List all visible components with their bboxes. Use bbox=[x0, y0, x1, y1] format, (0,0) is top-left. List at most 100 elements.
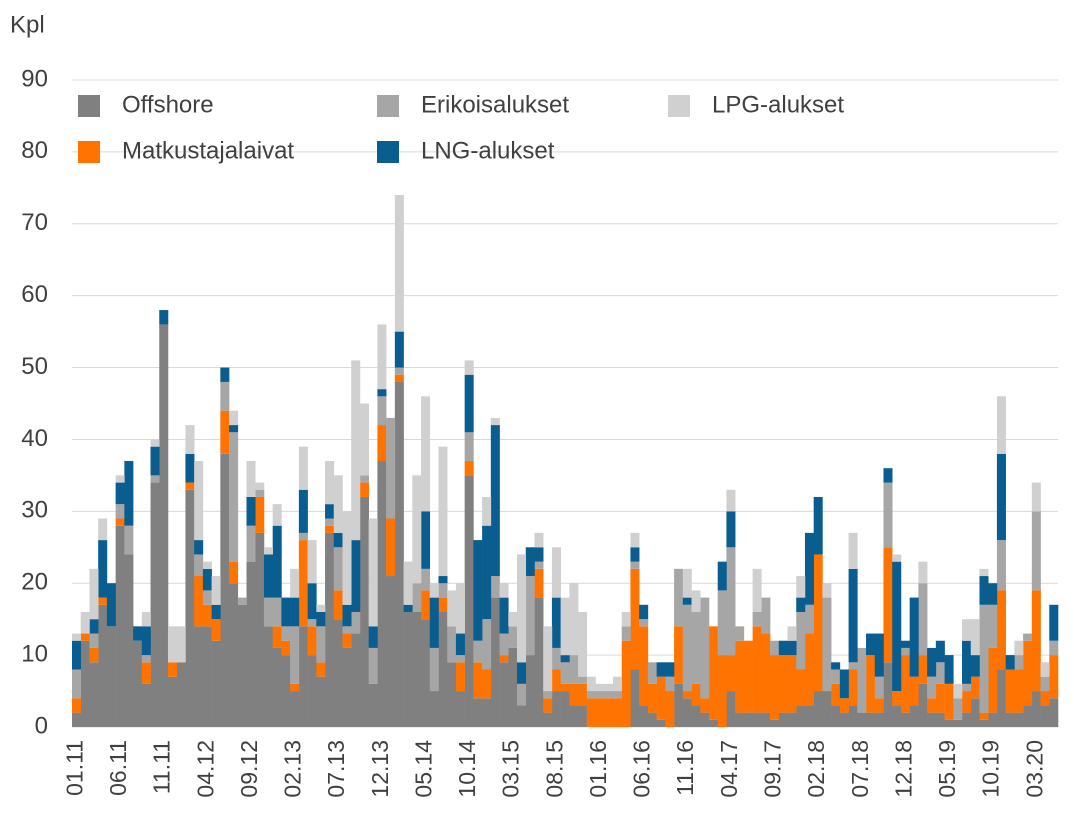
bar-segment bbox=[918, 583, 928, 656]
bar-segment bbox=[534, 597, 544, 727]
bar-segment bbox=[202, 590, 212, 605]
bar-segment bbox=[438, 576, 448, 584]
bar-segment bbox=[176, 626, 186, 663]
bar-segment bbox=[98, 597, 108, 605]
bar-segment bbox=[421, 568, 431, 591]
bar-segment bbox=[761, 712, 771, 727]
bar-segment bbox=[473, 698, 483, 727]
bar-segment bbox=[141, 655, 151, 663]
bar-segment bbox=[804, 604, 814, 634]
bar-segment bbox=[770, 640, 780, 656]
bar-segment bbox=[368, 683, 378, 727]
bar-segment bbox=[962, 640, 972, 684]
x-tick-label: 06.16 bbox=[629, 740, 655, 798]
bar-segment bbox=[778, 640, 788, 656]
bar-segment bbox=[490, 597, 500, 727]
bar-segment bbox=[115, 518, 125, 526]
bar-segment bbox=[403, 561, 413, 605]
bar-segment bbox=[787, 712, 797, 727]
bar-segment bbox=[726, 655, 736, 692]
bar-segment bbox=[316, 626, 326, 663]
bar-segment bbox=[316, 604, 326, 612]
bar-segment bbox=[316, 676, 326, 727]
bar-segment bbox=[1005, 655, 1015, 670]
bar-segment bbox=[1049, 640, 1059, 656]
bar-segment bbox=[333, 475, 343, 533]
bar-segment bbox=[700, 712, 710, 727]
bar-segment bbox=[612, 676, 623, 692]
bar-segment bbox=[944, 683, 954, 720]
bar-segment bbox=[1049, 698, 1059, 727]
bar-segment bbox=[900, 655, 910, 713]
bar-segment bbox=[438, 446, 448, 577]
bar-segment bbox=[194, 461, 204, 541]
y-tick-label: 90 bbox=[21, 65, 48, 92]
bar-segment bbox=[996, 590, 1006, 670]
bar-segment bbox=[307, 626, 317, 656]
bar-segment bbox=[351, 360, 361, 541]
x-tick-label: 12.13 bbox=[367, 740, 393, 798]
bar-segment bbox=[473, 540, 483, 641]
bar-segment bbox=[72, 712, 82, 727]
bar-segment bbox=[394, 367, 404, 375]
bar-segment bbox=[342, 626, 352, 634]
x-tick-label: 11.11 bbox=[149, 740, 175, 794]
bar-segment bbox=[255, 496, 265, 533]
bar-segment bbox=[1023, 705, 1033, 727]
bar-segment bbox=[787, 640, 797, 656]
bar-segment bbox=[656, 719, 666, 727]
bar-segment bbox=[595, 691, 605, 699]
bar-segment bbox=[272, 504, 282, 526]
bar-segment bbox=[333, 547, 343, 591]
bar-segment bbox=[525, 655, 535, 727]
bar-segment bbox=[883, 547, 893, 663]
bar-segment bbox=[630, 547, 640, 562]
bar-segment bbox=[569, 655, 579, 684]
bar-segment bbox=[377, 389, 387, 397]
bar-segment bbox=[691, 611, 701, 684]
bar-segment bbox=[682, 604, 692, 692]
bar-segment bbox=[822, 583, 832, 598]
bar-segment bbox=[900, 647, 910, 656]
bar-segment bbox=[569, 683, 579, 706]
bar-segment bbox=[72, 640, 82, 670]
bar-segment bbox=[778, 655, 788, 713]
bar-segment bbox=[464, 374, 474, 433]
bar-segment bbox=[298, 540, 308, 627]
bar-segment bbox=[970, 619, 980, 656]
bar-segment bbox=[560, 655, 570, 663]
bar-segment bbox=[246, 561, 256, 727]
bar-segment bbox=[220, 367, 230, 382]
bar-segment bbox=[944, 719, 954, 727]
bar-segment bbox=[874, 633, 884, 677]
bar-segment bbox=[386, 518, 396, 577]
bar-segment bbox=[534, 547, 544, 562]
bar-segment bbox=[263, 626, 273, 727]
bar-segment bbox=[359, 482, 369, 497]
bar-segment bbox=[630, 568, 640, 670]
bar-segment bbox=[996, 453, 1006, 541]
bar-segment bbox=[438, 597, 448, 612]
bar-segment bbox=[325, 532, 335, 727]
bar-segment bbox=[883, 662, 893, 727]
bar-segment bbox=[918, 655, 928, 684]
bar-segment bbox=[98, 540, 108, 598]
bar-segment bbox=[150, 475, 160, 483]
bar-segment bbox=[804, 532, 814, 605]
bar-segment bbox=[237, 597, 247, 605]
bar-segment bbox=[560, 662, 570, 684]
bar-segment bbox=[229, 561, 239, 584]
bar-segment bbox=[220, 453, 230, 727]
bar-segment bbox=[682, 597, 692, 605]
bar-segment bbox=[429, 583, 439, 598]
bar-segment bbox=[674, 683, 684, 727]
bar-segment bbox=[953, 683, 963, 699]
bar-segment bbox=[979, 719, 989, 727]
bar-segment bbox=[351, 540, 361, 612]
bar-segment bbox=[892, 561, 902, 692]
bar-segment bbox=[359, 475, 369, 483]
bar-segment bbox=[167, 626, 178, 663]
bar-segment bbox=[89, 619, 99, 634]
bar-segment bbox=[831, 662, 841, 670]
bar-segment bbox=[394, 331, 404, 368]
